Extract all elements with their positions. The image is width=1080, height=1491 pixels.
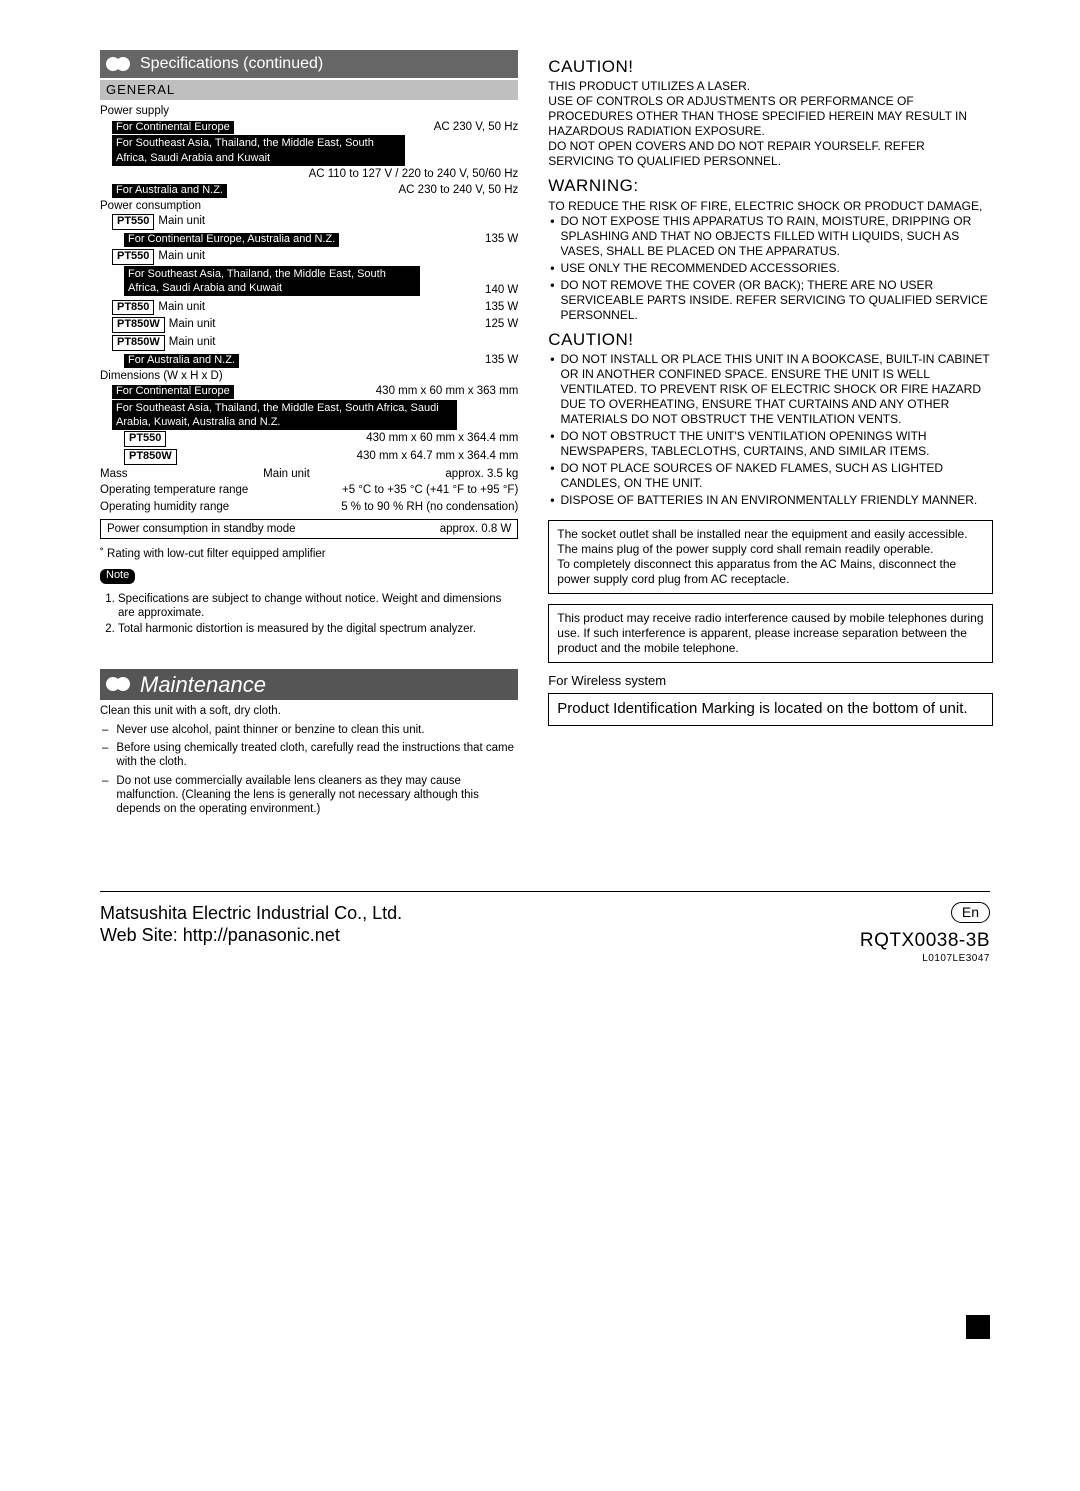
socket-box: The socket outlet shall be installed nea… [548,520,993,594]
caution2-item: DO NOT OBSTRUCT THE UNIT'S VENTILATION O… [561,429,994,459]
print-code: L0107LE3047 [860,953,990,966]
spec-value: approx. 0.8 W [440,522,512,536]
spec-value: 430 mm x 60 mm x 363 mm [376,384,519,399]
power-supply-label: Power supply [100,104,518,118]
mass-mid: Main unit [127,467,445,481]
spec-value: 430 mm x 60 mm x 364.4 mm [366,431,518,447]
maintenance-intro: Clean this unit with a soft, dry cloth. [100,704,518,718]
footer-website: Web Site: http://panasonic.net [100,924,402,947]
caution2-item: DO NOT INSTALL OR PLACE THIS UNIT IN A B… [561,352,994,427]
document-id: RQTX0038-3B [860,929,990,953]
spec-value: 125 W [485,317,518,333]
warning-item: DO NOT EXPOSE THIS APPARATUS TO RAIN, MO… [561,214,994,259]
spec-value: 135 W [485,300,518,316]
temp-label: Operating temperature range [100,483,248,497]
region-tag: For Southeast Asia, Thailand, the Middle… [124,266,420,297]
power-consumption-label: Power consumption [100,199,518,213]
warning-title: WARNING: [548,175,993,196]
spec-value: AC 110 to 127 V / 220 to 240 V, 50/60 Hz [309,167,519,181]
footnote: ˚ Rating with low-cut filter equipped am… [100,547,518,561]
warning-item: USE ONLY THE RECOMMENDED ACCESSORIES. [561,261,840,276]
spec-value: AC 230 V, 50 Hz [434,120,519,135]
region-tag: For Southeast Asia, Thailand, the Middle… [112,400,457,431]
note-item: Total harmonic distortion is measured by… [118,622,518,636]
caution2-item: DISPOSE OF BATTERIES IN AN ENVIRONMENTAL… [561,493,978,508]
footer: Matsushita Electric Industrial Co., Ltd.… [100,891,990,966]
warning-intro: TO REDUCE THE RISK OF FIRE, ELECTRIC SHO… [548,199,993,214]
spec-value: 5 % to 90 % RH (no condensation) [341,500,518,514]
caution1-body: THIS PRODUCT UTILIZES A LASER. USE OF CO… [548,79,993,169]
model-tag: PT850 [112,300,154,316]
note-item: Specifications are subject to change wit… [118,592,518,621]
caution2-item: DO NOT PLACE SOURCES OF NAKED FLAMES, SU… [561,461,994,491]
spec-value: 140 W [485,283,518,297]
section-bullet-icon [106,675,134,693]
spec-value: 430 mm x 64.7 mm x 364.4 mm [357,449,519,465]
wireless-label: For Wireless system [548,673,993,689]
specs-header: Speciﬁcations (continued) [100,50,518,78]
standby-label: Power consumption in standby mode [107,522,296,536]
maintenance-list: Never use alcohol, paint thinner or benz… [100,723,518,817]
radio-box: This product may receive radio interfere… [548,604,993,663]
mass-label: Mass [100,467,127,481]
spec-value: +5 °C to +35 °C (+41 °F to +95 °F) [342,483,518,497]
notes-list: Specifications are subject to change wit… [100,592,518,637]
region-tag: For Continental Europe [112,121,234,135]
spec-value: 135 W [485,353,518,368]
caution2-list: DO NOT INSTALL OR PLACE THIS UNIT IN A B… [548,352,993,508]
humid-label: Operating humidity range [100,500,229,514]
model-tag: PT550 [112,214,154,230]
maint-item: Do not use commercially available lens c… [116,774,518,817]
model-tag: PT850W [112,335,165,351]
model-tag: PT550 [124,431,166,447]
maint-item: Never use alcohol, paint thinner or benz… [116,723,424,737]
warning-list: DO NOT EXPOSE THIS APPARATUS TO RAIN, MO… [548,214,993,323]
maintenance-header-text: Maintenance [140,671,266,699]
region-tag: For Australia and N.Z. [112,184,227,198]
caution2-title: CAUTION! [548,329,993,350]
wireless-box: Product Identification Marking is locate… [548,693,993,726]
region-tag: For Australia and N.Z. [124,354,239,368]
language-badge: En [951,902,990,924]
dimensions-label: Dimensions (W x H x D) [100,369,518,383]
spec-value: approx. 3.5 kg [445,467,518,481]
section-bullet-icon [106,55,134,73]
model-tag: PT850W [112,317,165,333]
region-tag: For Continental Europe, Australia and N.… [124,233,339,247]
maintenance-header: Maintenance [100,669,518,701]
model-tag: PT550 [112,249,154,265]
footer-company: Matsushita Electric Industrial Co., Ltd. [100,902,402,925]
spec-list: Power supply For Continental Europe AC 2… [100,104,518,636]
spec-value: AC 230 to 240 V, 50 Hz [399,183,519,198]
model-tag: PT850W [124,449,177,465]
spec-value: 135 W [485,232,518,247]
region-tag: For Southeast Asia, Thailand, the Middle… [112,135,405,166]
general-subhead: GENERAL [100,80,518,100]
maint-item: Before using chemically treated cloth, c… [116,741,518,770]
caution1-title: CAUTION! [548,56,993,77]
page-marker [966,1315,990,1339]
region-tag: For Continental Europe [112,385,234,399]
warning-item: DO NOT REMOVE THE COVER (OR BACK); THERE… [561,278,994,323]
specs-header-text: Speciﬁcations (continued) [140,54,323,74]
note-label: Note [100,569,135,584]
